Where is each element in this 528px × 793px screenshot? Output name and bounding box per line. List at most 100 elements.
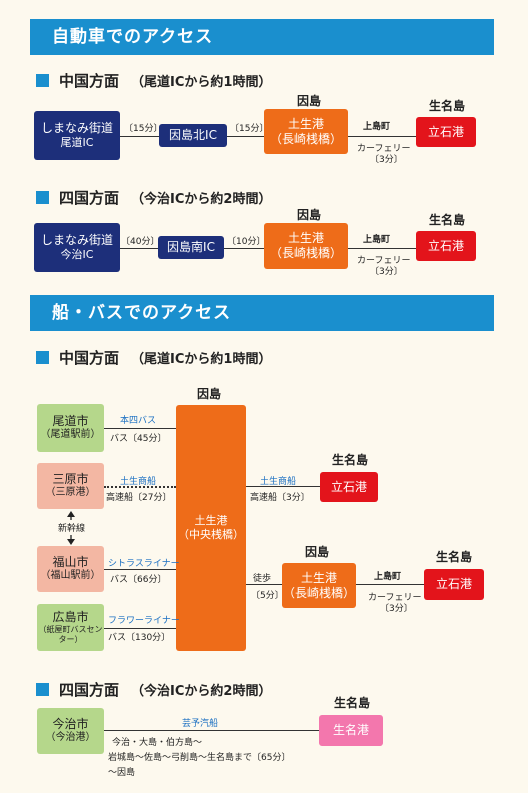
route-line <box>356 584 426 585</box>
route-name: 芸予汽船 <box>182 719 219 729</box>
dest-port-box: 立石港 <box>424 569 484 600</box>
section-note: （尾道ICから約1時間） <box>131 75 272 90</box>
route-line <box>104 730 320 731</box>
ferry-time: 〔3分〕 <box>380 604 413 614</box>
route-line <box>246 584 282 585</box>
car-chugoku-title: 中国方面 （尾道ICから約1時間） <box>36 70 271 91</box>
time-label: 〔40分〕 <box>121 237 160 247</box>
route-detail: バス〔45分〕 <box>110 434 167 444</box>
port-line2: （長崎桟橋） <box>269 131 342 146</box>
time-label: 〔15分〕 <box>230 124 269 134</box>
start-box: しまなみ街道 今治IC <box>34 223 120 272</box>
route-name: フラワーライナー <box>108 616 180 626</box>
ic-box: 因島南IC <box>158 236 224 259</box>
island-label: 因島 <box>197 387 222 401</box>
dest-island-label: 生名島 <box>334 696 371 710</box>
origin-line2: （尾道駅前） <box>40 429 101 441</box>
ferry-label: カーフェリー <box>357 144 411 154</box>
port-box: 土生港 （長崎桟橋） <box>264 109 348 154</box>
dest-port-box: 生名港 <box>319 715 383 746</box>
walk-time: 〔5分〕 <box>251 591 284 601</box>
section-square-icon <box>36 191 49 204</box>
origin-box-hiroshima: 広島市 （紙屋町バスセンター） <box>37 604 104 651</box>
dest-port-box: 立石港 <box>416 117 476 147</box>
start-line2: 尾道IC <box>60 136 94 150</box>
ship-chugoku-title: 中国方面 （尾道ICから約1時間） <box>36 347 271 368</box>
start-line2: 今治IC <box>60 248 94 262</box>
origin-line1: 三原市 <box>52 472 89 487</box>
route-line <box>104 569 176 570</box>
port-box: 土生港 （長崎桟橋） <box>282 563 356 608</box>
route-line <box>104 628 176 629</box>
ic-box: 因島北IC <box>159 124 227 147</box>
island-label: 因島 <box>297 94 322 108</box>
via-label: 上島町 <box>363 235 391 245</box>
route-line <box>104 428 176 429</box>
route-detail: 高速船〔3分〕 <box>250 493 310 503</box>
island-label: 因島 <box>297 208 322 222</box>
start-line1: しまなみ街道 <box>40 121 113 136</box>
section-title: 四国方面 <box>59 681 120 699</box>
walk-label: 徒歩 <box>253 574 272 584</box>
route-name: シトラスライナー <box>108 559 180 569</box>
origin-line2: （三原港） <box>45 487 96 499</box>
section-note: （今治ICから約2時間） <box>131 192 272 207</box>
dest-island-label: 生名島 <box>429 213 466 227</box>
hub-port-box: 土生港 （中央桟橋） <box>176 405 246 651</box>
route-detail: 〜因島 <box>108 768 136 778</box>
section-square-icon <box>36 74 49 87</box>
origin-box-onomichi: 尾道市 （尾道駅前） <box>37 404 104 452</box>
port-box: 土生港 （長崎桟橋） <box>264 223 348 269</box>
origin-line1: 尾道市 <box>52 414 89 429</box>
section-note: （今治ICから約2時間） <box>131 684 272 699</box>
route-line <box>246 486 320 487</box>
section-square-icon <box>36 683 49 696</box>
start-box: しまなみ街道 尾道IC <box>34 111 120 160</box>
section-note: （尾道ICから約1時間） <box>131 352 272 367</box>
route-detail: バス〔130分〕 <box>108 633 171 643</box>
ferry-time: 〔3分〕 <box>370 155 403 165</box>
route-detail: 今治・大島・伯方島〜 <box>112 738 203 748</box>
port-line1: 土生港 <box>300 570 337 585</box>
dest-island-label: 生名島 <box>429 99 466 113</box>
origin-line2: （今治港） <box>45 732 96 744</box>
ship-bus-access-header: 船・バスでのアクセス <box>30 295 494 331</box>
via-label: 上島町 <box>374 572 402 582</box>
port-line2: （長崎桟橋） <box>282 585 355 600</box>
hub-line2: （中央桟橋） <box>178 528 244 541</box>
origin-line2: （紙屋町バスセンター） <box>38 625 103 644</box>
ship-route-line <box>104 486 176 488</box>
origin-line1: 今治市 <box>52 717 89 732</box>
port-line1: 土生港 <box>287 116 324 131</box>
route-detail: 岩城島〜佐島〜弓削島〜生名島まで〔65分〕 <box>108 753 291 763</box>
dest-port-box: 立石港 <box>416 231 476 261</box>
ferry-label: カーフェリー <box>368 593 422 603</box>
route-detail: 高速船〔27分〕 <box>106 493 172 503</box>
route-name: 土生商船 <box>260 477 297 487</box>
island-label: 因島 <box>305 545 330 559</box>
route-name: 土生商船 <box>120 477 157 487</box>
start-line1: しまなみ街道 <box>40 233 113 248</box>
ferry-time: 〔3分〕 <box>370 267 403 277</box>
origin-box-imabari: 今治市 （今治港） <box>37 708 104 754</box>
origin-box-fukuyama: 福山市 （福山駅前） <box>37 546 104 592</box>
shinkansen-label: 新幹線 <box>58 520 86 535</box>
port-line1: 土生港 <box>287 231 324 245</box>
hub-line1: 土生港 <box>194 514 228 528</box>
section-title: 中国方面 <box>59 72 120 90</box>
origin-line1: 福山市 <box>52 555 89 570</box>
section-square-icon <box>36 351 49 364</box>
time-label: 〔10分〕 <box>227 237 266 247</box>
origin-box-mihara: 三原市 （三原港） <box>37 463 104 509</box>
via-label: 上島町 <box>363 122 391 132</box>
section-title: 四国方面 <box>59 189 120 207</box>
route-detail: バス〔66分〕 <box>110 575 167 585</box>
time-label: 〔15分〕 <box>124 124 163 134</box>
dest-island-label: 生名島 <box>332 453 369 467</box>
section-title: 中国方面 <box>59 349 120 367</box>
route-name: 本四バス <box>120 416 157 426</box>
origin-line2: （福山駅前） <box>40 570 101 582</box>
car-shikoku-title: 四国方面 （今治ICから約2時間） <box>36 187 271 208</box>
car-access-header: 自動車でのアクセス <box>30 19 494 55</box>
port-line2: （長崎桟橋） <box>269 246 342 260</box>
